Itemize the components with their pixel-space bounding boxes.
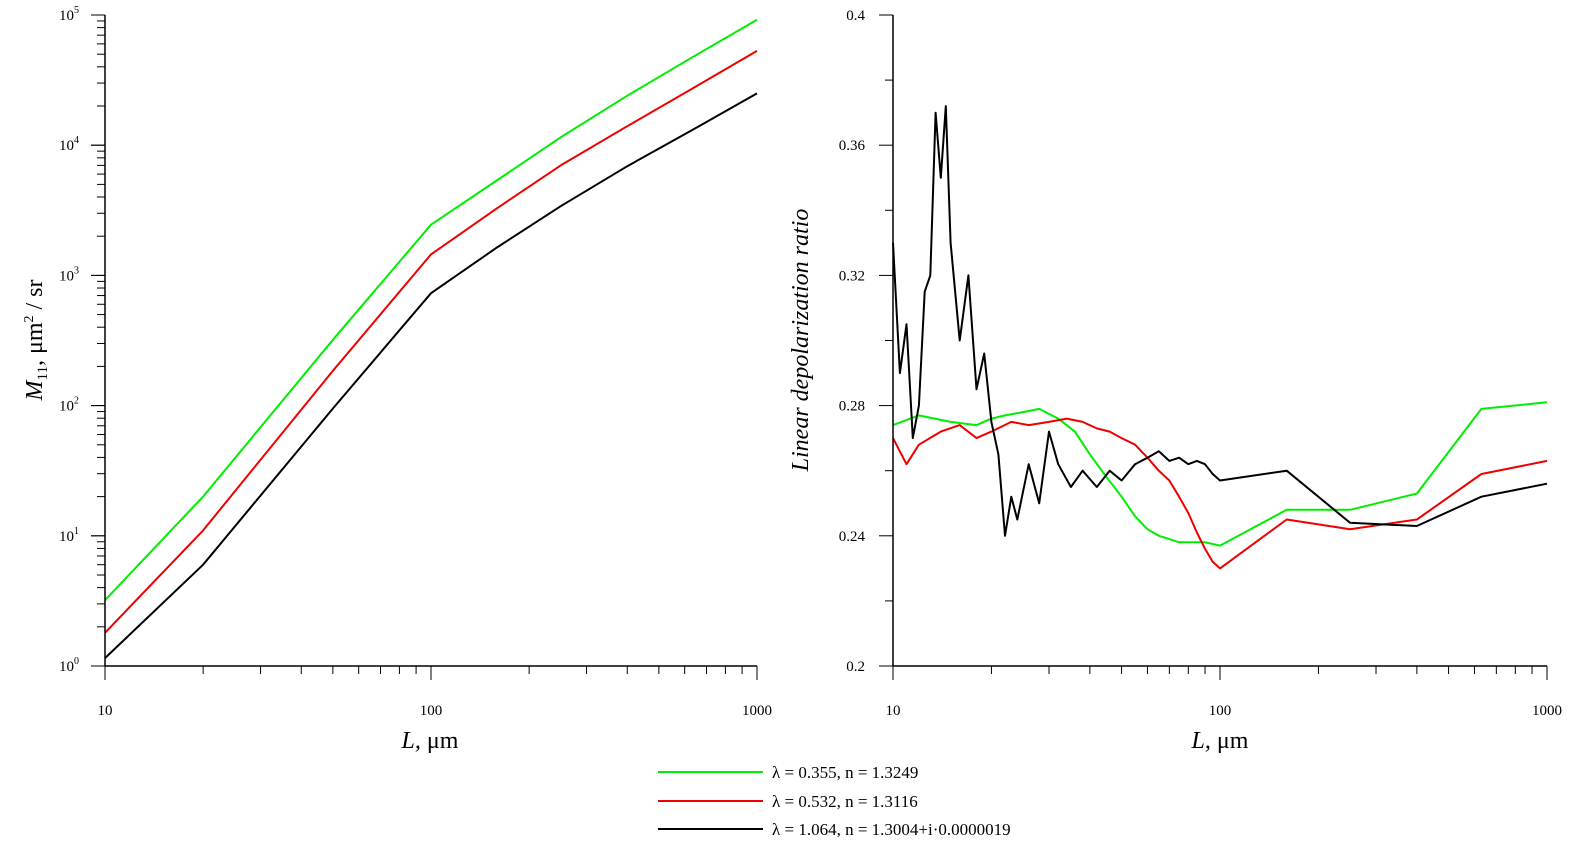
- x-tick-label: 10: [886, 703, 901, 719]
- x-tick-label: 100: [1209, 703, 1232, 719]
- y-tick-exponent: 4: [74, 135, 79, 146]
- x-tick-label: 100: [420, 703, 443, 719]
- y-tick-base: 10: [59, 8, 74, 24]
- y-tick-label: 102: [59, 396, 79, 415]
- y-tick-label: 0.4: [846, 8, 865, 24]
- y-tick-exponent: 1: [74, 526, 79, 537]
- series-line-red: [104, 50, 758, 634]
- left-y-label-sup: 2: [22, 316, 37, 323]
- right-chart-x-axis-label: L, μm: [1191, 728, 1249, 754]
- series-line-black: [104, 92, 758, 659]
- left-chart-series: [104, 18, 758, 659]
- series-line-green: [104, 18, 758, 601]
- legend-entry-black: λ = 1.064, n = 1.3004+i·0.0000019: [772, 820, 1011, 839]
- y-tick-label: 103: [59, 265, 79, 284]
- right-x-label-var: L,: [1191, 728, 1211, 754]
- series-line-black: [892, 105, 1548, 537]
- right-chart-ticks: [879, 14, 1548, 680]
- right-chart: 10 100 1000 0.2 0.24 0.28 0.32 0.36 0.4 L, μm Li…: [788, 8, 1562, 754]
- y-tick-label: 0.32: [839, 268, 865, 284]
- y-tick-exponent: 5: [74, 5, 79, 16]
- y-tick-exponent: 2: [74, 396, 79, 407]
- left-chart-ticks: [91, 14, 758, 680]
- left-chart-x-tick-labels: 10 100 1000: [98, 703, 773, 719]
- legend: λ = 0.355, n = 1.3249 λ = 0.532, n = 1.3…: [658, 763, 1011, 839]
- x-tick-label: 1000: [1532, 703, 1562, 719]
- left-x-label-unit: μm: [427, 728, 459, 754]
- y-tick-label: 100: [59, 656, 79, 675]
- left-chart-y-axis-label: M11, μm2 / sr: [22, 279, 51, 401]
- legend-entry-red: λ = 0.532, n = 1.3116: [772, 792, 918, 811]
- right-chart-y-axis-label: Linear depolarization ratio: [788, 209, 814, 473]
- left-y-label-unit-b: / sr: [22, 279, 48, 315]
- series-line-red: [892, 417, 1548, 570]
- y-tick-exponent: 3: [74, 265, 79, 276]
- y-tick-label: 0.28: [839, 399, 865, 415]
- y-tick-base: 10: [59, 529, 74, 545]
- right-chart-x-tick-labels: 10 100 1000: [886, 703, 1563, 719]
- left-chart-x-axis-label: L, μm: [401, 728, 459, 754]
- y-tick-base: 10: [59, 138, 74, 154]
- y-tick-label: 0.2: [846, 659, 865, 675]
- left-y-label-sub: 11: [35, 366, 51, 380]
- y-tick-label: 0.36: [839, 138, 866, 154]
- y-tick-label: 104: [59, 135, 79, 154]
- right-x-label-unit: μm: [1217, 728, 1249, 754]
- y-tick-label: 101: [59, 526, 79, 545]
- left-x-label-var: L,: [401, 728, 421, 754]
- y-tick-label: 0.24: [839, 529, 866, 545]
- y-tick-base: 10: [59, 399, 74, 415]
- right-chart-y-tick-labels: 0.2 0.24 0.28 0.32 0.36 0.4: [839, 8, 866, 675]
- left-y-label-var: M: [22, 379, 48, 402]
- x-tick-label: 10: [98, 703, 113, 719]
- y-tick-base: 10: [59, 659, 74, 675]
- left-y-label-unit-a: , μm: [22, 322, 48, 366]
- y-tick-label: 105: [59, 5, 79, 24]
- x-tick-label: 1000: [742, 703, 772, 719]
- y-tick-base: 10: [59, 268, 74, 284]
- y-tick-exponent: 0: [74, 656, 79, 667]
- series-line-green: [892, 401, 1548, 547]
- right-chart-series: [892, 105, 1548, 570]
- legend-entry-green: λ = 0.355, n = 1.3249: [772, 763, 918, 782]
